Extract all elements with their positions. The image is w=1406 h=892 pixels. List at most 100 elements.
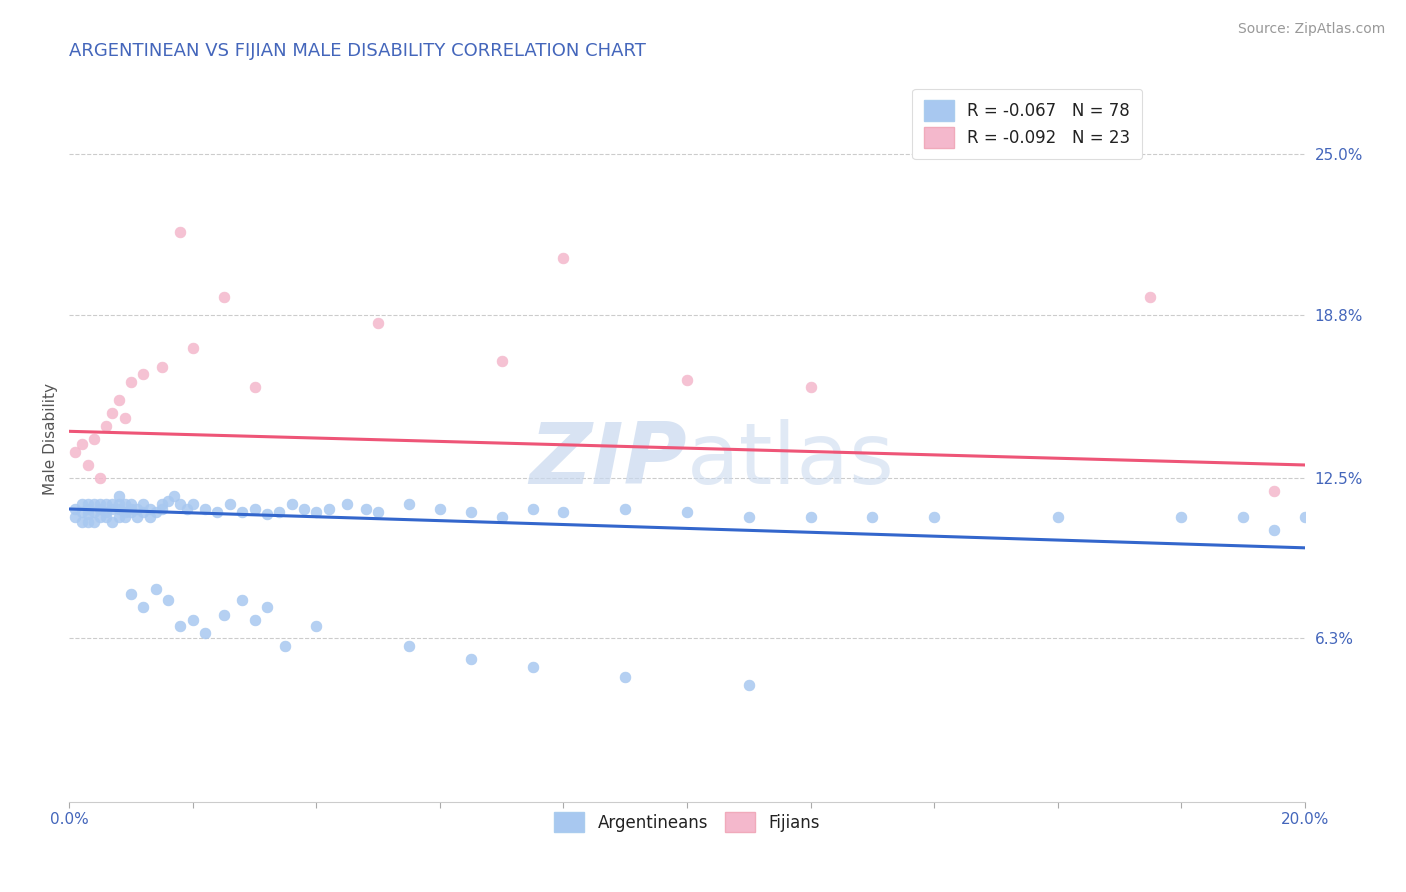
Point [65, 502, 87, 516]
Point [336, 497, 359, 511]
Point [76, 497, 98, 511]
Point [114, 509, 136, 524]
Point [181, 497, 204, 511]
Point [274, 639, 297, 653]
Point [553, 505, 575, 519]
Point [614, 670, 637, 684]
Point [1263, 483, 1285, 498]
Point [800, 509, 823, 524]
Point [150, 502, 173, 516]
Point [120, 502, 142, 516]
Point [280, 497, 302, 511]
Point [101, 497, 124, 511]
Point [89, 471, 111, 485]
Y-axis label: Male Disability: Male Disability [44, 383, 58, 495]
Point [738, 509, 761, 524]
Point [107, 497, 129, 511]
Text: ZIP: ZIP [530, 419, 688, 502]
Point [96, 505, 118, 519]
Point [1294, 509, 1316, 524]
Point [76, 515, 98, 529]
Point [120, 505, 142, 519]
Point [132, 505, 155, 519]
Point [127, 502, 149, 516]
Point [114, 411, 136, 425]
Point [76, 507, 98, 521]
Point [738, 678, 761, 692]
Point [120, 375, 142, 389]
Point [231, 592, 253, 607]
Point [491, 509, 513, 524]
Point [1046, 509, 1069, 524]
Point [676, 372, 699, 386]
Point [1170, 509, 1192, 524]
Point [398, 497, 420, 511]
Point [212, 290, 235, 304]
Point [70, 515, 93, 529]
Point [522, 502, 544, 516]
Point [132, 497, 155, 511]
Point [207, 505, 229, 519]
Point [460, 505, 482, 519]
Point [83, 515, 105, 529]
Point [65, 509, 87, 524]
Point [522, 660, 544, 674]
Point [157, 592, 180, 607]
Point [676, 505, 699, 519]
Point [218, 497, 240, 511]
Point [127, 509, 149, 524]
Point [367, 316, 389, 330]
Point [169, 618, 191, 632]
Point [169, 225, 191, 239]
Point [176, 502, 198, 516]
Text: ARGENTINEAN VS FIJIAN MALE DISABILITY CORRELATION CHART: ARGENTINEAN VS FIJIAN MALE DISABILITY CO… [69, 42, 647, 60]
Point [398, 639, 420, 653]
Point [243, 613, 266, 627]
Point [89, 502, 111, 516]
Point [1232, 509, 1254, 524]
Point [120, 497, 142, 511]
Point [305, 505, 328, 519]
Point [194, 502, 217, 516]
Point [614, 502, 637, 516]
Point [120, 587, 142, 601]
Point [491, 354, 513, 368]
Point [860, 509, 883, 524]
Point [138, 509, 160, 524]
Point [145, 582, 167, 597]
Point [194, 626, 217, 640]
Point [96, 509, 118, 524]
Point [269, 505, 291, 519]
Point [70, 497, 93, 511]
Point [138, 502, 160, 516]
Point [212, 608, 235, 623]
Point [163, 489, 186, 503]
Point [101, 515, 124, 529]
Point [354, 502, 377, 516]
Point [65, 445, 87, 459]
Point [114, 505, 136, 519]
Point [107, 489, 129, 503]
Point [89, 497, 111, 511]
Point [89, 509, 111, 524]
Point [96, 419, 118, 434]
Text: atlas: atlas [688, 419, 896, 502]
Point [107, 502, 129, 516]
Point [922, 509, 945, 524]
Point [256, 600, 278, 615]
Point [101, 502, 124, 516]
Point [132, 368, 155, 382]
Point [169, 497, 191, 511]
Point [70, 505, 93, 519]
Point [150, 359, 173, 374]
Point [145, 505, 167, 519]
Point [1263, 523, 1285, 537]
Text: Source: ZipAtlas.com: Source: ZipAtlas.com [1237, 22, 1385, 37]
Point [132, 600, 155, 615]
Point [305, 618, 328, 632]
Point [101, 406, 124, 420]
Point [231, 505, 253, 519]
Point [70, 437, 93, 451]
Point [318, 502, 340, 516]
Point [76, 502, 98, 516]
